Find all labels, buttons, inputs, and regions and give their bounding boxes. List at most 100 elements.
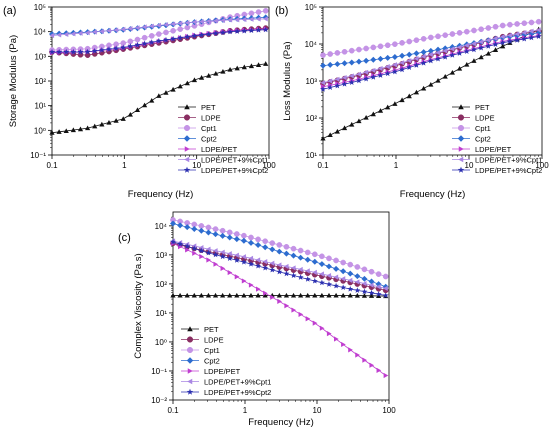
data-point xyxy=(283,292,290,298)
x-tick-label: 100 xyxy=(535,161,549,170)
data-point xyxy=(312,292,318,298)
data-point xyxy=(354,287,361,293)
data-point xyxy=(478,44,485,51)
diamond-icon xyxy=(186,357,194,364)
data-point xyxy=(485,50,491,56)
data-point xyxy=(385,104,391,110)
data-point xyxy=(85,30,90,36)
data-point xyxy=(413,37,420,44)
data-point xyxy=(212,30,219,36)
data-point xyxy=(255,16,261,22)
y-tick-label: 10⁻¹ xyxy=(30,151,46,160)
data-point xyxy=(354,264,361,270)
data-point xyxy=(361,275,368,282)
data-point xyxy=(297,274,304,280)
data-point xyxy=(375,271,382,277)
data-point xyxy=(198,227,205,234)
data-point xyxy=(413,50,420,57)
data-point xyxy=(56,48,63,55)
plot-frame xyxy=(172,211,390,401)
plot-frame xyxy=(322,6,543,156)
data-point xyxy=(354,279,360,285)
data-point xyxy=(227,66,233,72)
data-point xyxy=(113,27,119,33)
data-point xyxy=(262,238,269,245)
data-point xyxy=(298,292,304,298)
data-point xyxy=(233,231,240,237)
data-point xyxy=(205,224,212,231)
data-point xyxy=(368,282,374,288)
data-point xyxy=(521,35,528,42)
x-tick-label: 0.1 xyxy=(46,161,58,170)
data-point xyxy=(276,248,283,255)
data-point xyxy=(463,48,470,55)
series-ldpe-pet-9-cpt2 xyxy=(170,238,389,298)
data-point xyxy=(456,65,463,71)
data-point xyxy=(456,50,463,56)
data-point xyxy=(348,347,353,353)
data-point xyxy=(276,242,283,248)
data-point xyxy=(318,279,325,286)
data-point xyxy=(370,74,377,80)
data-point xyxy=(362,357,368,363)
legend-label: Cpt2 xyxy=(201,135,217,144)
data-point xyxy=(234,252,239,258)
legend-label: Cpt2 xyxy=(475,135,491,144)
data-point xyxy=(191,19,197,25)
y-tick-label: 10⁻² xyxy=(151,396,167,405)
circle-icon xyxy=(457,114,465,121)
data-point xyxy=(413,62,420,68)
data-point xyxy=(198,223,205,229)
y-axis-title: Loss Modulus (Pa) xyxy=(282,41,293,120)
data-point xyxy=(377,72,384,78)
data-point xyxy=(326,292,332,298)
data-point xyxy=(528,30,535,37)
data-point xyxy=(283,263,289,270)
data-point xyxy=(492,41,499,48)
data-point xyxy=(348,59,355,66)
data-point xyxy=(320,84,326,90)
data-point xyxy=(255,292,261,298)
data-point xyxy=(227,251,232,257)
data-point xyxy=(507,21,513,28)
y-tick-label: 10³ xyxy=(305,77,317,86)
data-point xyxy=(234,65,240,71)
data-point xyxy=(298,311,304,318)
data-point xyxy=(535,18,542,25)
data-point xyxy=(363,45,369,52)
data-point xyxy=(255,236,261,243)
data-point xyxy=(375,291,382,297)
data-point xyxy=(334,82,341,89)
data-point xyxy=(421,85,427,91)
data-point xyxy=(263,61,269,66)
data-point xyxy=(91,47,98,54)
series-line xyxy=(51,63,266,134)
data-point xyxy=(348,79,355,85)
data-point xyxy=(170,86,176,92)
y-tick-label: 10⁴ xyxy=(155,222,168,231)
data-point xyxy=(320,80,326,86)
data-point xyxy=(241,292,247,298)
triangle-left-icon xyxy=(184,156,190,163)
data-point xyxy=(234,28,241,34)
data-point xyxy=(191,77,198,83)
data-point xyxy=(500,43,506,49)
legend-item: LDPE xyxy=(178,114,221,123)
legend-label: LDPE/PET xyxy=(201,145,238,154)
data-point xyxy=(421,53,426,60)
y-tick-label: 10¹ xyxy=(155,309,167,318)
data-point xyxy=(255,27,262,33)
legend-label: LDPE/PET+9%Cpt2 xyxy=(204,388,271,397)
data-point xyxy=(305,268,310,274)
x-axis-title: Frequency (Hz) xyxy=(400,189,465,200)
data-point xyxy=(478,39,484,45)
triangle-left-icon xyxy=(458,156,464,163)
data-point xyxy=(478,54,484,60)
data-point xyxy=(56,129,62,134)
data-point xyxy=(148,39,155,45)
data-point xyxy=(241,232,247,239)
data-point xyxy=(406,64,413,71)
data-point xyxy=(269,266,276,273)
